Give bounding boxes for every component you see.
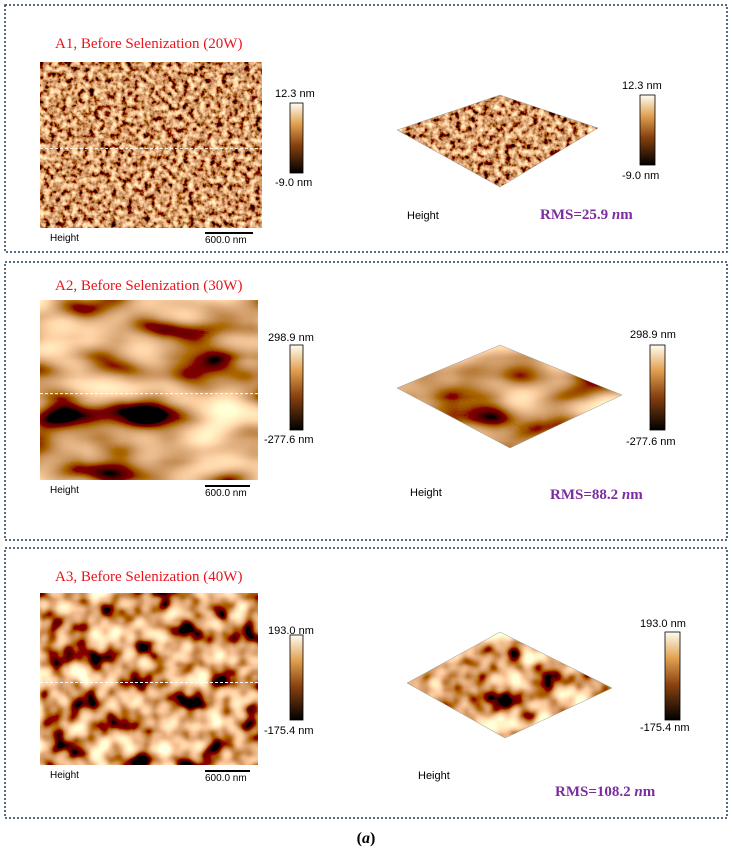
channel-label-3d: Height [410, 487, 442, 499]
channel-label-3d: Height [407, 210, 439, 222]
colorbar-min: -9.0 nm [275, 177, 312, 189]
panel-border [4, 4, 728, 253]
channel-label: Height [50, 485, 79, 496]
afm-image [40, 62, 262, 228]
rms-part: m [630, 487, 643, 503]
colorbar-max: 12.3 nm [275, 88, 315, 100]
colorbar-min: -277.6 nm [264, 434, 314, 446]
colorbar-min: -175.4 nm [264, 725, 314, 737]
rms: RMS=88.2 nm [550, 487, 643, 503]
channel-label: Height [50, 233, 79, 244]
panel-title: A3, Before Selenization (40W) [55, 569, 242, 585]
surface-3d [397, 95, 598, 187]
rms-part: m [643, 784, 656, 800]
channel-label-3d: Height [418, 770, 450, 782]
colorbar-3d-min: -175.4 nm [640, 722, 690, 734]
panel: A2, Before Selenization (30W) 298.9 nm -27… [4, 261, 728, 541]
surface-3d [397, 345, 622, 448]
rms: RMS=108.2 nm [555, 784, 656, 800]
caption-part: ( [357, 830, 362, 847]
colorbar-3d-max: 193.0 nm [640, 618, 686, 630]
colorbar-max: 193.0 nm [268, 625, 314, 637]
surface-3d-frame [396, 344, 623, 449]
colorbar-3d-max: 12.3 nm [622, 80, 662, 92]
caption-part: ) [370, 830, 375, 847]
panel: A3, Before Selenization (40W) 193.0 nm -17… [4, 547, 728, 819]
caption: (a) [357, 830, 376, 847]
colorbar-3d-min: -277.6 nm [626, 436, 676, 448]
colorbar-3d [664, 631, 681, 721]
afm-image [40, 593, 258, 765]
rms: RMS=25.9 nm [540, 207, 633, 223]
panel-title: A1, Before Selenization (20W) [55, 36, 242, 52]
surface-3d [407, 632, 612, 738]
scale-bar-label: 600.0 nm [205, 235, 247, 246]
channel-label: Height [50, 770, 79, 781]
scale-bar-label: 600.0 nm [205, 773, 247, 784]
surface-3d-frame [406, 631, 613, 739]
colorbar-3d [639, 94, 656, 166]
afm-image [40, 300, 258, 480]
rms-part: n [612, 207, 620, 223]
colorbar-3d [649, 344, 666, 431]
panel-border [4, 261, 728, 541]
colorbar-max: 298.9 nm [268, 332, 314, 344]
scale-bar-label: 600.0 nm [205, 488, 247, 499]
rms-part: m [620, 207, 633, 223]
rms-part: RMS=88.2 [550, 487, 622, 503]
panel: A1, Before Selenization (20W) 12.3 nm -9.0… [4, 4, 728, 253]
caption-part: a [362, 830, 370, 847]
rms-part: RMS=108.2 [555, 784, 634, 800]
panel-border [4, 547, 728, 819]
rms-part: n [634, 784, 642, 800]
surface-3d-frame [396, 94, 599, 188]
colorbar-3d-max: 298.9 nm [630, 329, 676, 341]
colorbar [289, 344, 304, 431]
colorbar-3d-min: -9.0 nm [622, 170, 659, 182]
rms-part: n [622, 487, 630, 503]
colorbar [289, 102, 304, 174]
colorbar [289, 634, 304, 721]
panel-title: A2, Before Selenization (30W) [55, 278, 242, 294]
rms-part: RMS=25.9 [540, 207, 612, 223]
